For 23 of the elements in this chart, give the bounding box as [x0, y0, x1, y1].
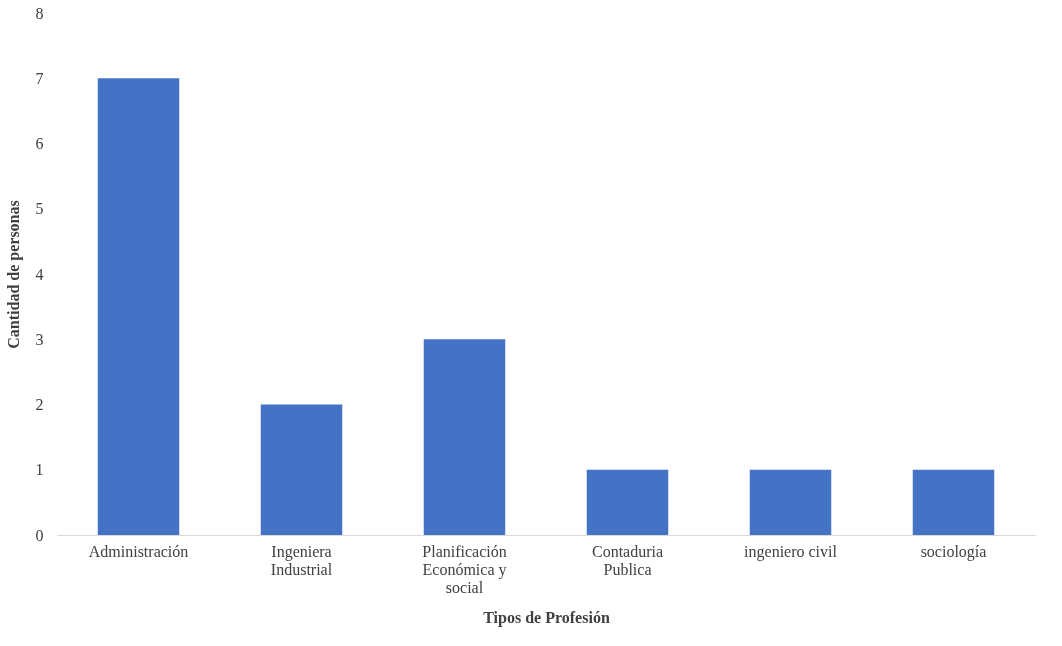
- bar: [749, 469, 832, 535]
- y-tick-label: 7: [35, 69, 44, 87]
- y-tick-label: 8: [35, 4, 44, 22]
- bar: [912, 469, 995, 535]
- x-tick-label: Planificación Económica y social: [422, 542, 507, 596]
- y-tick-label: 5: [35, 200, 44, 218]
- x-tick-label: sociología: [920, 542, 987, 561]
- x-axis-title: Tipos de Profesión: [483, 608, 610, 627]
- x-tick-label: Ingeniera Industrial: [270, 542, 333, 578]
- bar: [97, 78, 180, 535]
- y-tick-label: 1: [35, 461, 44, 479]
- x-tick-label: ingeniero civil: [744, 542, 838, 561]
- x-tick-label: Administración: [88, 542, 189, 560]
- y-tick-label: 2: [35, 396, 44, 413]
- y-tick-label: 0: [35, 526, 44, 544]
- bar: [260, 404, 343, 535]
- y-axis-title: Cantidad de personas: [4, 200, 23, 349]
- y-tick-label: 6: [35, 135, 44, 152]
- bar: [586, 469, 669, 535]
- bar: [423, 339, 506, 535]
- y-tick-label: 3: [35, 330, 44, 348]
- y-tick-label: 4: [35, 265, 44, 283]
- x-tick-label: Contaduria Publica: [591, 542, 664, 578]
